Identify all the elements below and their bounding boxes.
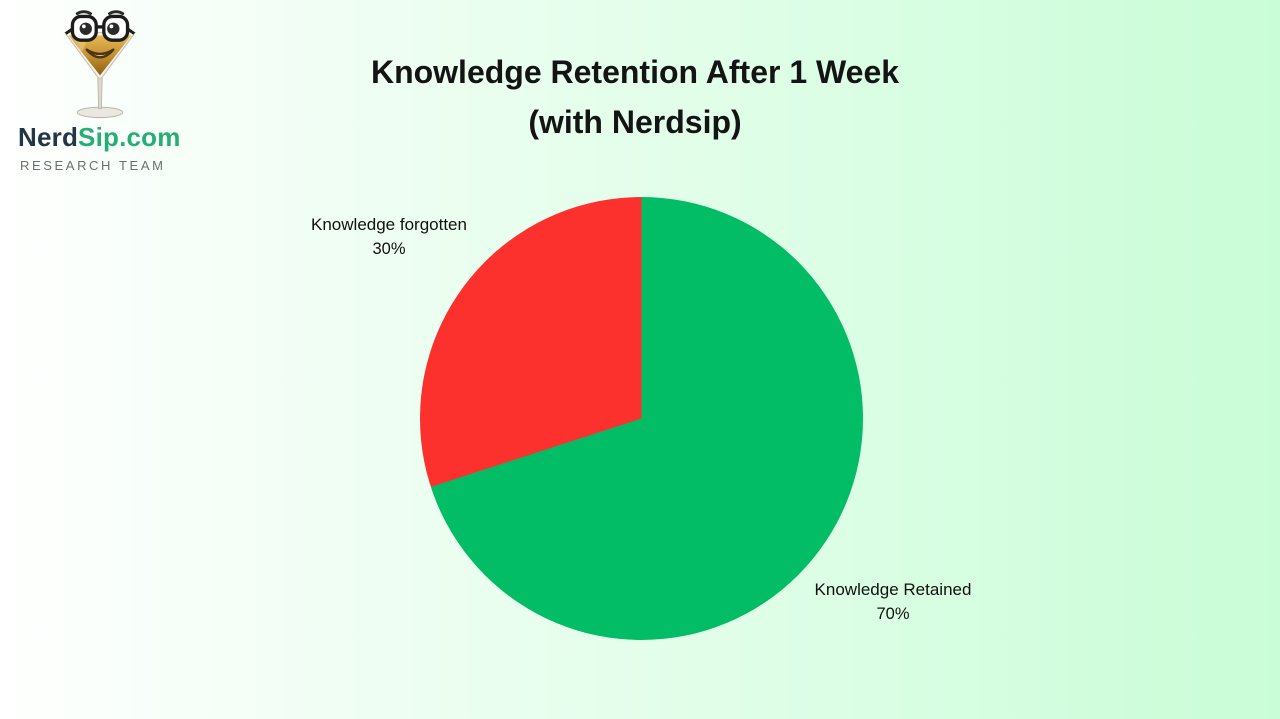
pie-chart (420, 197, 863, 640)
brand-name-secondary: Sip.com (78, 122, 181, 152)
chart-title-line2: (with Nerdsip) (528, 104, 742, 140)
brand-name: NerdSip.com (18, 122, 181, 153)
martini-mascot-icon (63, 10, 137, 119)
chart-title: Knowledge Retention After 1 Week (with N… (0, 47, 1270, 147)
slice-percent-value: 70% (876, 605, 910, 623)
slice-label-text: Knowledge Retained (814, 580, 972, 599)
slice-label-knowledge-forgotten: Knowledge forgotten 30% (259, 212, 519, 262)
slice-label-text: Knowledge forgotten (311, 215, 467, 234)
brand-name-primary: Nerd (18, 122, 79, 152)
logo-subtitle: RESEARCH TEAM (20, 158, 166, 173)
slice-percent-value: 30% (372, 240, 406, 258)
slice-label-knowledge-retained: Knowledge Retained 70% (763, 577, 1023, 627)
chart-title-line1: Knowledge Retention After 1 Week (370, 54, 900, 90)
